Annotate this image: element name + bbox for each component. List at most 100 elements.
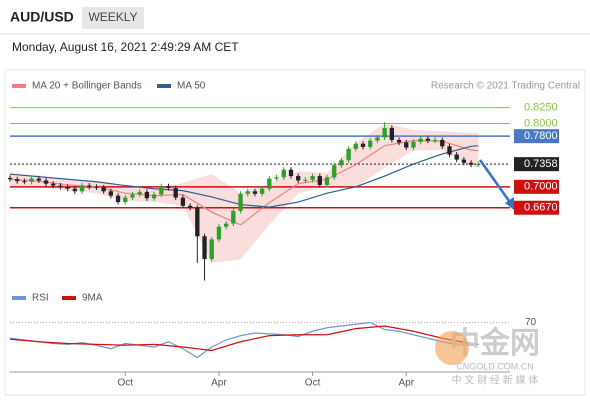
candle-body <box>79 185 85 192</box>
candle-body <box>281 169 286 178</box>
candle-body <box>288 169 294 177</box>
candle-body <box>72 188 78 192</box>
candle-body <box>389 127 395 140</box>
x-tick-label: Oct <box>117 378 133 389</box>
x-tick-label: Apr <box>211 378 227 389</box>
period[interactable]: WEEKLY <box>88 10 137 24</box>
legend-swatch <box>157 84 171 88</box>
candle-body <box>65 186 70 189</box>
date: Monday, August 16, 2021 2:49:29 AM CET <box>12 40 239 54</box>
candle-body <box>310 176 315 180</box>
candle-body <box>440 139 445 147</box>
level-label: 0.8000 <box>524 117 558 129</box>
candle-body <box>454 154 459 160</box>
candle-body <box>303 179 308 181</box>
candle-body <box>375 137 380 141</box>
candle-body <box>159 186 164 195</box>
candle-body <box>404 142 409 148</box>
candle-body <box>137 191 142 195</box>
candle-body <box>296 176 301 181</box>
candle-body <box>101 187 106 192</box>
candle-body <box>360 143 366 147</box>
candle-body <box>87 185 92 187</box>
candle-body <box>461 159 467 163</box>
candle-body <box>346 148 351 161</box>
candle-body <box>238 193 243 211</box>
level-label: 0.8250 <box>524 102 558 114</box>
legend-swatch <box>12 296 26 300</box>
candle-body <box>7 177 13 180</box>
candle-body <box>180 197 186 206</box>
x-tick-label: Apr <box>398 378 414 389</box>
watermark-slogan: 中 文 财 经 新 媒 体 <box>452 374 539 387</box>
candle-body <box>245 191 250 194</box>
forecast-arrow <box>478 159 514 206</box>
candle-body <box>58 185 63 187</box>
candle-body <box>418 138 423 142</box>
candle-body <box>274 177 279 179</box>
candle-body <box>267 178 272 189</box>
candle-body <box>368 140 373 147</box>
candle-body <box>144 191 150 199</box>
candle-body <box>468 162 474 165</box>
candle-body <box>173 188 178 198</box>
watermark-logo <box>435 331 469 365</box>
x-tick-label: Oct <box>305 378 321 389</box>
legend-swatch <box>12 84 26 88</box>
candle-body <box>324 177 330 185</box>
candle-body <box>476 164 481 166</box>
candle-body <box>115 195 121 203</box>
candle-body <box>15 179 20 182</box>
candle-body <box>339 160 344 166</box>
candle-body <box>252 191 258 194</box>
candle-body <box>317 176 322 185</box>
candle-body <box>209 239 214 260</box>
candle-body <box>411 141 416 148</box>
candle-body <box>202 236 207 260</box>
candle-body <box>432 139 438 141</box>
candle-body <box>94 186 99 188</box>
candle-body <box>332 165 337 178</box>
legend-label: MA 50 <box>177 81 206 92</box>
candle-body <box>151 194 157 199</box>
arrow-head <box>505 197 514 210</box>
level-box <box>514 200 559 215</box>
candle-body <box>29 178 34 182</box>
watermark-site: CNGOLD.COM.CN <box>456 361 534 371</box>
candle-body <box>22 181 27 183</box>
candle-body <box>51 183 56 186</box>
legend-swatch <box>62 296 76 300</box>
candle-body <box>260 188 265 194</box>
y-tick-label: 70 <box>525 317 537 328</box>
level-label: 0.7800 <box>524 130 558 142</box>
level-box <box>514 179 559 194</box>
legend-label: 9MA <box>82 293 103 304</box>
frame <box>4 69 586 396</box>
candle-body <box>223 223 229 227</box>
level-box <box>514 129 559 144</box>
candle-body <box>130 194 135 198</box>
bollinger-band <box>10 123 479 263</box>
candle-body <box>108 191 114 196</box>
level-label: 0.6670 <box>524 202 558 214</box>
level-label: 0.7358 <box>524 158 558 170</box>
symbol: AUD/USD <box>10 9 74 25</box>
candle-body <box>396 139 402 143</box>
candle-body <box>216 226 222 240</box>
rsi-line <box>9 325 479 352</box>
level-box <box>514 157 559 172</box>
candle-body <box>425 138 431 141</box>
candle-body <box>43 180 49 184</box>
legend-label: MA 20 + Bollinger Bands <box>32 81 142 92</box>
legend-label: RSI <box>32 293 49 304</box>
candle-body <box>123 197 128 203</box>
candle-body <box>447 146 452 155</box>
candle-body <box>382 127 387 138</box>
candle-body <box>36 178 41 181</box>
candle-body <box>353 143 358 149</box>
period-badge[interactable] <box>82 7 144 29</box>
candle-body <box>195 207 200 237</box>
ma50-line <box>9 145 479 208</box>
